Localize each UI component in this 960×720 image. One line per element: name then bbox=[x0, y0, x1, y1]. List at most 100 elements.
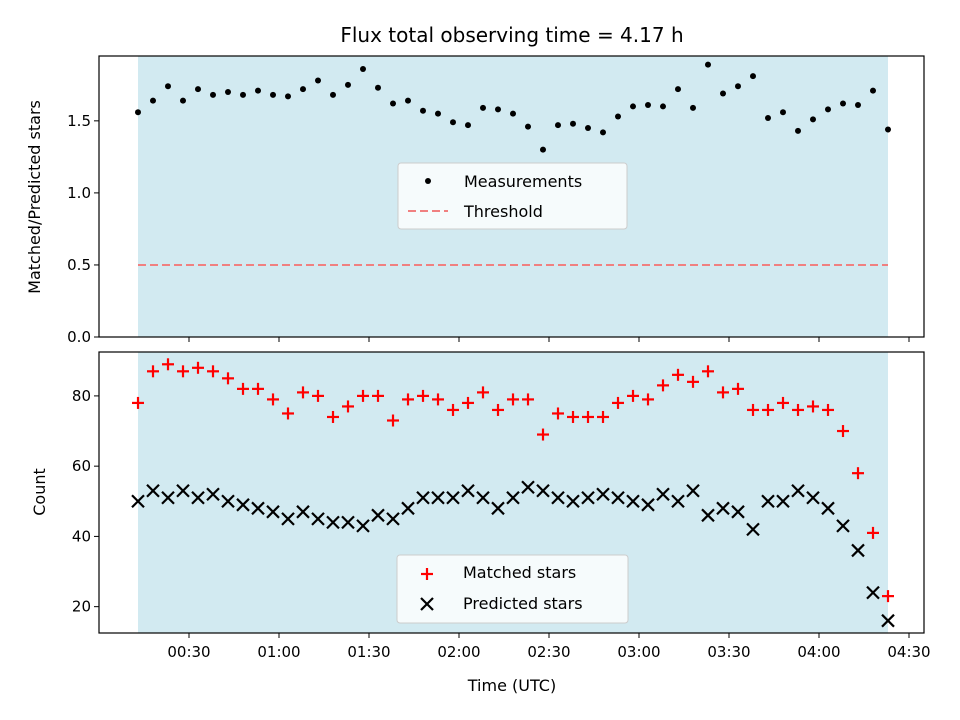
predicted-star-point bbox=[461, 483, 475, 498]
x-tick-label: 02:00 bbox=[437, 643, 480, 661]
matched-star-point bbox=[747, 403, 759, 416]
measurement-point bbox=[600, 129, 606, 136]
predicted-star-point bbox=[686, 483, 700, 498]
measurement-point bbox=[630, 103, 636, 110]
y-tick-label: 40 bbox=[72, 527, 91, 545]
measurement-point bbox=[345, 81, 351, 88]
predicted-star-stroke-b bbox=[341, 515, 355, 530]
predicted-star-point bbox=[626, 494, 640, 509]
matched-star-point bbox=[372, 389, 384, 402]
matched-star-point bbox=[762, 403, 774, 416]
legend-predicted-label: Predicted stars bbox=[463, 594, 583, 613]
matched-star-point bbox=[552, 407, 564, 420]
measurement-point bbox=[255, 87, 261, 94]
measurement-point bbox=[825, 106, 831, 113]
measurement-point bbox=[360, 65, 366, 72]
x-tick-label: 04:30 bbox=[887, 643, 930, 661]
predicted-star-point bbox=[311, 512, 325, 526]
y-tick-label: 80 bbox=[72, 387, 91, 405]
bottom-y-axis-label: Count bbox=[30, 468, 49, 516]
measurement-point bbox=[570, 120, 576, 127]
matched-star-point bbox=[522, 393, 534, 406]
predicted-star-stroke-b bbox=[386, 512, 400, 526]
predicted-star-point bbox=[806, 490, 820, 505]
matched-star-point bbox=[327, 410, 339, 423]
predicted-star-point bbox=[251, 501, 265, 516]
predicted-star-point bbox=[596, 487, 610, 502]
predicted-star-point bbox=[446, 490, 460, 505]
predicted-star-stroke-b bbox=[431, 490, 445, 505]
predicted-star-stroke-b bbox=[311, 512, 325, 526]
matched-star-point bbox=[687, 375, 699, 388]
matched-star-point bbox=[717, 386, 729, 399]
matched-star-point bbox=[267, 393, 279, 406]
measurement-point bbox=[135, 109, 141, 116]
predicted-star-point bbox=[716, 501, 730, 516]
predicted-star-stroke-b bbox=[251, 501, 265, 516]
matched-star-point bbox=[282, 407, 294, 420]
predicted-star-stroke-b bbox=[881, 613, 895, 628]
predicted-star-stroke-b bbox=[281, 512, 295, 526]
matched-star-point bbox=[492, 403, 504, 416]
measurement-point bbox=[780, 109, 786, 116]
predicted-star-point bbox=[491, 501, 505, 516]
matched-star-point bbox=[507, 393, 519, 406]
predicted-star-stroke-b bbox=[446, 490, 460, 505]
measurement-point bbox=[840, 100, 846, 107]
predicted-star-stroke-b bbox=[131, 494, 145, 509]
measurement-point bbox=[810, 116, 816, 123]
matched-star-point bbox=[417, 389, 429, 402]
legend-threshold-label: Threshold bbox=[463, 202, 543, 221]
legend-measurements-label: Measurements bbox=[464, 172, 582, 191]
predicted-star-stroke-b bbox=[851, 543, 865, 558]
matched-star-point bbox=[792, 403, 804, 416]
predicted-star-stroke-b bbox=[836, 519, 850, 533]
predicted-star-point bbox=[791, 483, 805, 498]
measurement-point bbox=[450, 119, 456, 126]
predicted-star-point bbox=[356, 519, 370, 533]
predicted-star-point bbox=[401, 501, 415, 516]
measurement-point bbox=[435, 110, 441, 117]
predicted-star-stroke-b bbox=[461, 483, 475, 498]
measurement-point bbox=[660, 103, 666, 110]
predicted-star-stroke-b bbox=[701, 508, 715, 523]
predicted-star-point bbox=[161, 490, 175, 505]
matched-star-point bbox=[432, 393, 444, 406]
matched-star-point bbox=[882, 590, 894, 603]
measurement-point bbox=[765, 114, 771, 121]
predicted-star-stroke-b bbox=[596, 487, 610, 502]
predicted-star-point bbox=[296, 505, 310, 519]
predicted-star-stroke-b bbox=[791, 483, 805, 498]
predicted-star-point bbox=[506, 490, 520, 505]
matched-star-point bbox=[807, 400, 819, 413]
predicted-star-stroke-b bbox=[716, 501, 730, 516]
matched-star-point bbox=[642, 393, 654, 406]
matched-star-point bbox=[477, 386, 489, 399]
predicted-star-point bbox=[881, 613, 895, 628]
matched-star-point bbox=[597, 410, 609, 423]
predicted-star-stroke-b bbox=[236, 498, 250, 512]
x-tick-label: 01:30 bbox=[347, 643, 390, 661]
measurement-point bbox=[645, 101, 651, 108]
predicted-star-point bbox=[731, 505, 745, 519]
predicted-star-point bbox=[551, 490, 565, 505]
measurement-point bbox=[330, 91, 336, 98]
y-tick-label: 0.5 bbox=[67, 256, 91, 274]
predicted-star-point bbox=[176, 483, 190, 498]
measurement-point bbox=[465, 122, 471, 129]
matched-star-point bbox=[852, 467, 864, 480]
predicted-star-point bbox=[371, 508, 385, 523]
predicted-star-point bbox=[641, 498, 655, 512]
predicted-star-stroke-b bbox=[866, 585, 880, 600]
predicted-star-stroke-b bbox=[296, 505, 310, 519]
y-tick-label: 60 bbox=[72, 457, 91, 475]
predicted-star-point bbox=[521, 480, 535, 495]
predicted-star-point bbox=[611, 490, 625, 505]
predicted-star-stroke-b bbox=[521, 480, 535, 495]
x-tick-label: 03:30 bbox=[707, 643, 750, 661]
axes-frame bbox=[98, 351, 925, 634]
matched-star-point bbox=[402, 393, 414, 406]
matched-star-point bbox=[867, 526, 879, 539]
predicted-star-stroke-b bbox=[731, 505, 745, 519]
matched-star-point bbox=[237, 382, 249, 395]
